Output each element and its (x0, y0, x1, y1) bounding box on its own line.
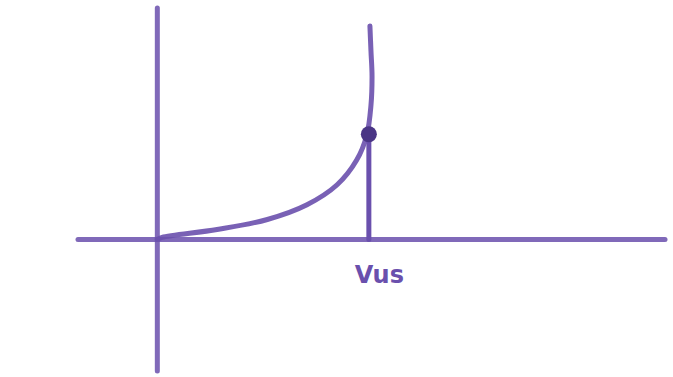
y-axis (155, 8, 160, 371)
curve (157, 26, 372, 240)
point (361, 126, 377, 142)
chart: Vus (0, 0, 673, 377)
plot-area (157, 26, 377, 240)
drop-line (366, 134, 371, 239)
axes (78, 8, 665, 371)
annotation: Vus (355, 261, 404, 289)
